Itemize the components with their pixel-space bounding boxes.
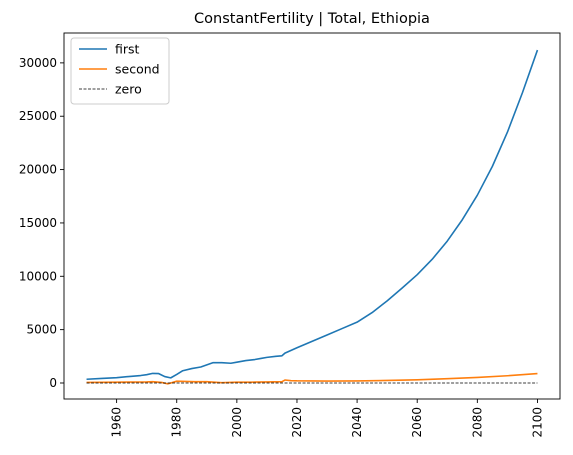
legend-frame <box>70 37 170 105</box>
y-tick-label: 0 <box>49 376 57 390</box>
legend-label-second: second <box>115 62 160 77</box>
x-tick-label: 2040 <box>350 407 364 438</box>
x-tick-label: 2100 <box>530 407 544 438</box>
x-tick-label: 2000 <box>230 407 244 438</box>
axes-layer: 0 5000 10000 15000 20000 25000 30000 1960 1980 20… <box>19 32 561 438</box>
legend-label-zero: zero <box>115 82 142 97</box>
chart-title: ConstantFertility | Total, Ethiopia <box>194 11 430 27</box>
y-tick-label: 20000 <box>19 163 57 177</box>
y-tick-label: 15000 <box>19 216 57 230</box>
series-line-second <box>86 372 538 385</box>
y-tick-label: 5000 <box>26 323 57 337</box>
series-layer <box>86 49 539 385</box>
x-tick-label: 1980 <box>170 407 184 438</box>
x-tick-label: 2080 <box>470 407 484 438</box>
series-line-first <box>86 49 539 381</box>
y-tick-label: 25000 <box>19 109 57 123</box>
legend-label-first: first <box>115 42 140 57</box>
x-tick-label: 2020 <box>290 407 304 438</box>
y-tick-label: 10000 <box>19 269 57 283</box>
x-tick-label: 2060 <box>410 407 424 438</box>
axes-frame <box>63 32 561 400</box>
y-tick-label: 30000 <box>19 56 57 70</box>
legend: first second zero <box>70 37 170 105</box>
x-tick-label: 1960 <box>110 407 124 438</box>
